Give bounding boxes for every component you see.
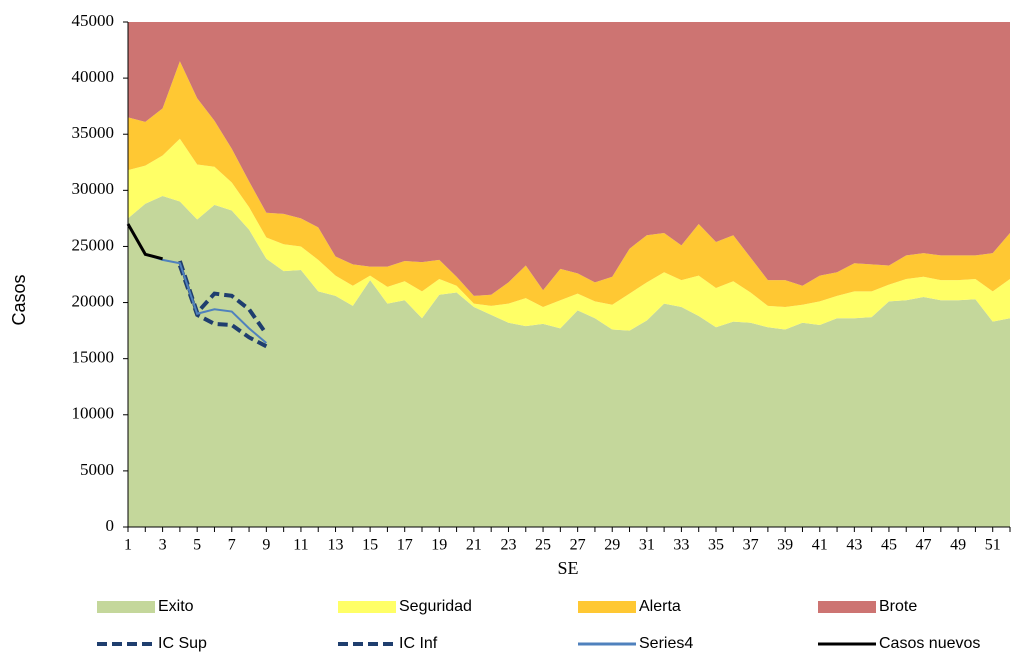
- x-tick-label: 1: [124, 537, 132, 554]
- x-tick-label: 5: [193, 537, 201, 554]
- x-tick-label: 37: [743, 537, 759, 554]
- legend-label: Alerta: [639, 598, 681, 615]
- y-tick-label: 30000: [72, 179, 115, 198]
- x-tick-label: 7: [228, 537, 236, 554]
- x-tick-label: 27: [570, 537, 586, 554]
- line: [126, 223, 163, 261]
- legend-label: Exito: [158, 598, 194, 615]
- y-axis-label: Casos: [9, 274, 29, 325]
- legend-swatch: [818, 601, 876, 613]
- legend-label: Casos nuevos: [879, 635, 980, 652]
- x-tick-label: 47: [916, 537, 932, 554]
- line: [177, 264, 268, 349]
- x-tick-label: 39: [777, 537, 793, 554]
- legend-label: IC Sup: [158, 635, 207, 652]
- x-tick-label: 15: [362, 537, 378, 554]
- y-tick-label: 25000: [72, 235, 115, 254]
- x-tick-label: 43: [846, 537, 862, 554]
- legend-label: Seguridad: [399, 598, 472, 615]
- x-tick-label: 45: [881, 537, 897, 554]
- x-tick-label: 49: [950, 537, 966, 554]
- y-tick-label: 10000: [72, 404, 115, 423]
- y-tick-label: 20000: [72, 291, 115, 310]
- x-tick-label: 31: [639, 537, 655, 554]
- y-tick-label: 0: [106, 516, 115, 535]
- x-tick-label: 35: [708, 537, 724, 554]
- x-tick-label: 33: [673, 537, 689, 554]
- x-tick-label: 41: [812, 537, 828, 554]
- y-tick-label: 40000: [72, 67, 115, 86]
- legend-label: IC Inf: [399, 635, 438, 652]
- legend-label: Brote: [879, 598, 917, 615]
- x-tick-label: 11: [293, 537, 308, 554]
- area: [128, 195, 1010, 527]
- x-tick-label: 3: [159, 537, 167, 554]
- y-tick-label: 35000: [72, 123, 115, 142]
- x-tick-label: 29: [604, 537, 620, 554]
- legend-swatch: [97, 601, 155, 613]
- x-tick-label: 25: [535, 537, 551, 554]
- x-tick-label: 19: [431, 537, 447, 554]
- x-tick-label: 13: [328, 537, 344, 554]
- area: [128, 22, 1010, 296]
- x-tick-label: 17: [397, 537, 413, 554]
- y-tick-label: 15000: [72, 348, 115, 367]
- legend-label: Series4: [639, 635, 693, 652]
- y-tick-label: 45000: [72, 11, 115, 30]
- x-axis-label: SE: [557, 558, 578, 578]
- legend-swatch: [338, 601, 396, 613]
- x-tick-label: 51: [985, 537, 1001, 554]
- x-tick-label: 9: [262, 537, 270, 554]
- x-tick-label: 21: [466, 537, 482, 554]
- y-tick-label: 5000: [80, 460, 114, 479]
- x-tick-label: 23: [500, 537, 516, 554]
- legend-swatch: [578, 601, 636, 613]
